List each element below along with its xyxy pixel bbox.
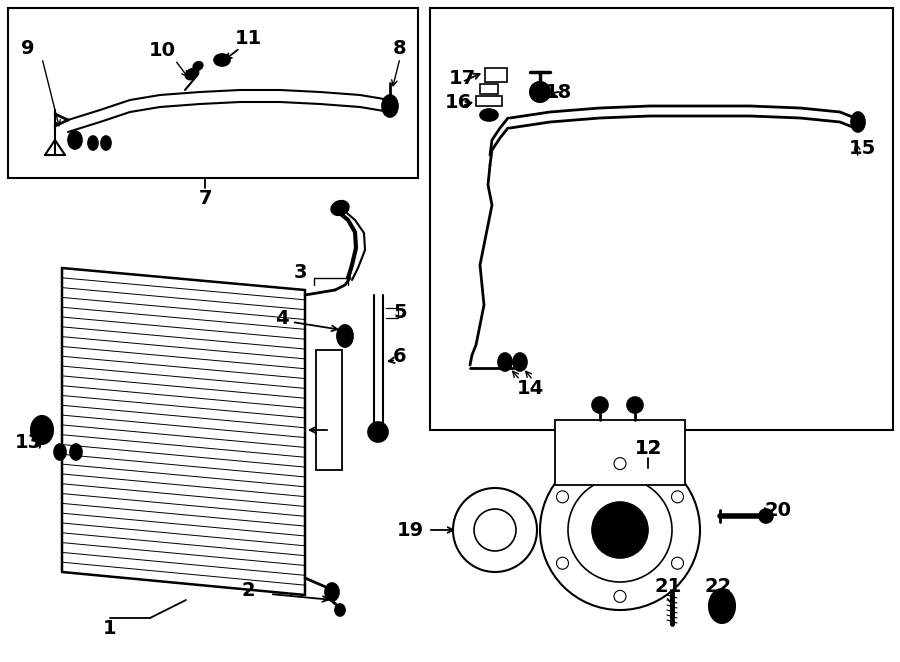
Ellipse shape	[335, 604, 345, 616]
Bar	[430, 8, 893, 430]
Ellipse shape	[185, 68, 199, 79]
Text: 18: 18	[544, 83, 572, 101]
Ellipse shape	[68, 131, 82, 149]
Text: 9: 9	[22, 38, 35, 58]
Circle shape	[627, 397, 643, 413]
Ellipse shape	[513, 353, 527, 371]
Text: 1: 1	[104, 618, 117, 638]
Text: 19: 19	[396, 520, 424, 540]
Text: 20: 20	[764, 500, 791, 520]
Bar	[316, 350, 342, 470]
Text: 21: 21	[654, 577, 681, 596]
Ellipse shape	[382, 95, 398, 117]
Text: 10: 10	[148, 40, 176, 60]
Ellipse shape	[851, 112, 865, 132]
Bar	[555, 420, 685, 485]
Ellipse shape	[709, 589, 735, 623]
Text: 3: 3	[293, 263, 307, 281]
Bar	[485, 68, 507, 82]
Text: 2: 2	[241, 581, 255, 600]
Ellipse shape	[214, 54, 230, 66]
Text: 8: 8	[393, 38, 407, 58]
Ellipse shape	[70, 444, 82, 460]
Bar	[476, 96, 502, 106]
Text: 13: 13	[14, 432, 41, 451]
Ellipse shape	[498, 353, 512, 371]
Ellipse shape	[54, 444, 66, 460]
Ellipse shape	[31, 416, 53, 444]
Ellipse shape	[331, 201, 349, 215]
Circle shape	[592, 397, 608, 413]
Ellipse shape	[480, 109, 498, 121]
Text: 7: 7	[198, 189, 212, 207]
Text: 15: 15	[849, 138, 876, 158]
Text: 4: 4	[275, 308, 289, 328]
Ellipse shape	[88, 136, 98, 150]
Text: 12: 12	[634, 438, 662, 457]
Circle shape	[368, 422, 388, 442]
Ellipse shape	[530, 82, 550, 102]
Ellipse shape	[194, 62, 202, 70]
Text: 17: 17	[448, 68, 475, 87]
Text: 16: 16	[445, 93, 472, 111]
Ellipse shape	[325, 583, 339, 601]
Ellipse shape	[101, 136, 111, 150]
Circle shape	[592, 502, 648, 558]
Bar	[8, 8, 418, 178]
Text: 6: 6	[393, 346, 407, 365]
Text: 12: 12	[634, 438, 662, 457]
Ellipse shape	[715, 597, 729, 615]
Text: 14: 14	[517, 379, 544, 397]
Text: 5: 5	[393, 303, 407, 322]
Text: 22: 22	[705, 577, 732, 596]
Ellipse shape	[337, 325, 353, 347]
Circle shape	[759, 509, 773, 523]
Text: 11: 11	[234, 28, 262, 48]
Bar	[480, 84, 498, 94]
